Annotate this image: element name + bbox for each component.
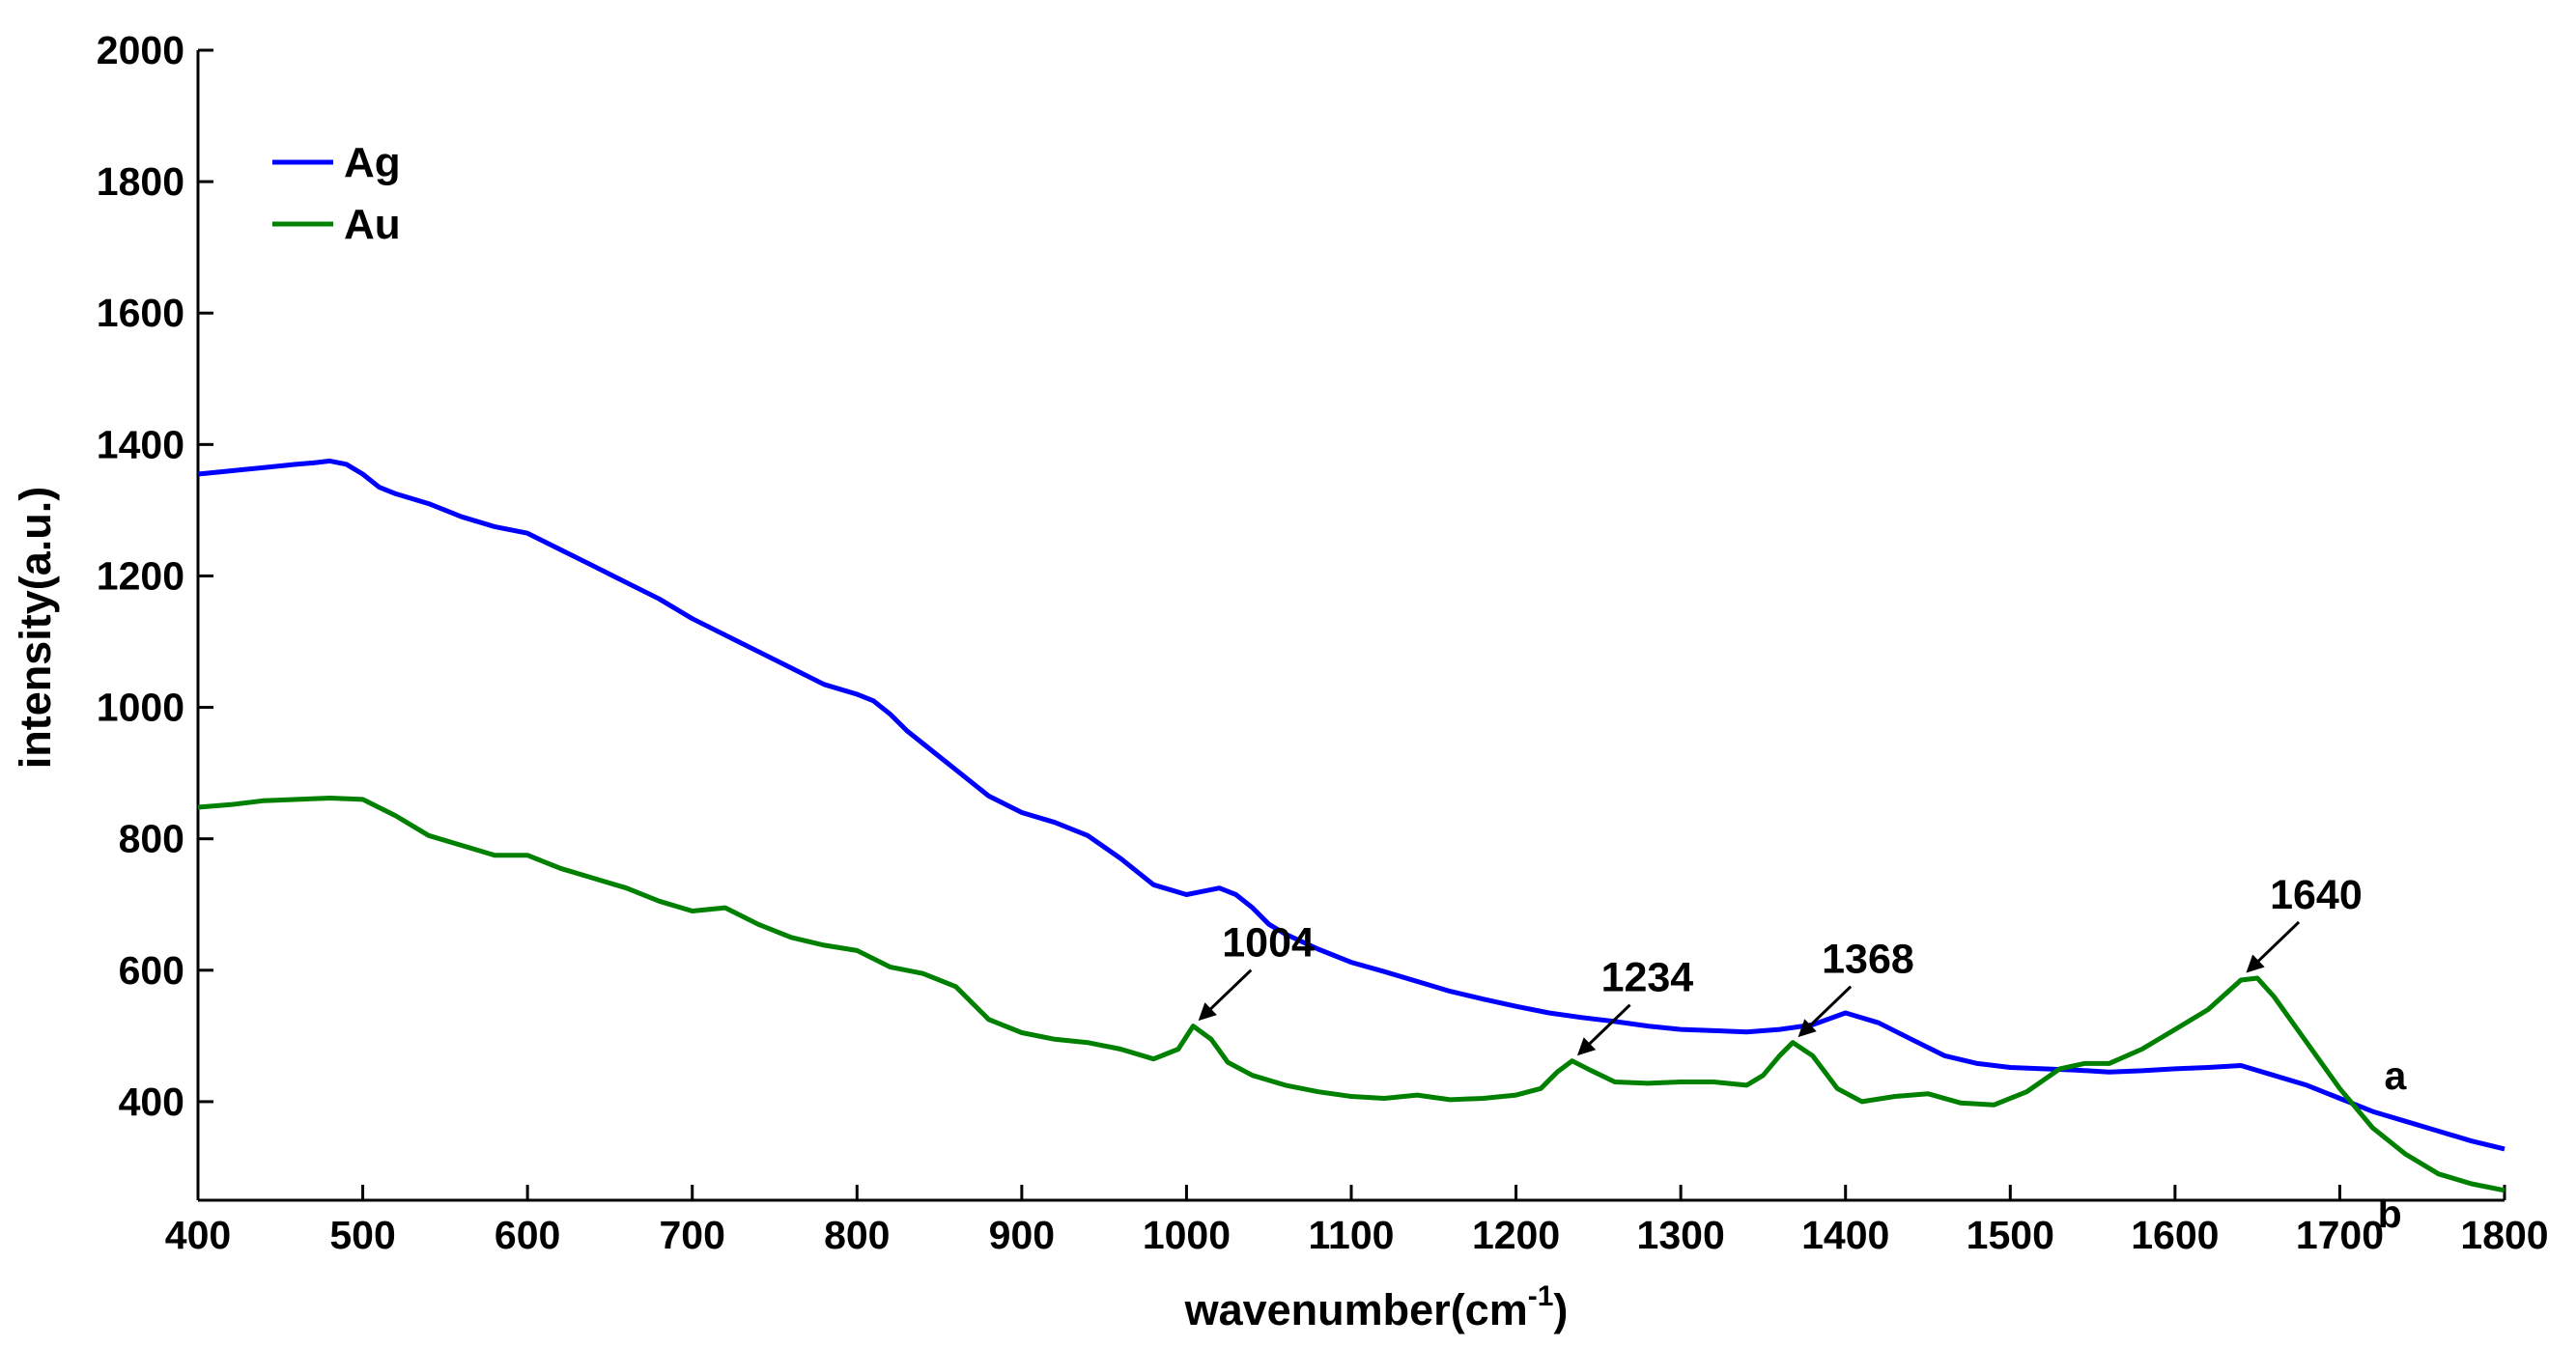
chart-annotations: 1004 1234 1368 1640 [1198, 872, 2363, 1056]
peak-label: 1004 [1222, 920, 1315, 967]
y-tick-label: 600 [119, 948, 184, 993]
x-axis-title-close: ) [1553, 1285, 1568, 1334]
legend-label-au: Au [344, 201, 401, 248]
y-axis-title: intensity(a.u.) [11, 487, 60, 770]
peak-label: 1640 [2270, 872, 2363, 918]
series-line-ag [197, 458, 2505, 1152]
x-tick-label: 1500 [1967, 1213, 2054, 1257]
chart-series: ab [197, 458, 2505, 1236]
chart-legend: Ag Au [272, 139, 401, 248]
x-axis-title-main: wavenumber(cm [1184, 1285, 1528, 1334]
y-tick-label: 1400 [97, 422, 184, 466]
peak-label: 1234 [1601, 955, 1694, 1001]
x-tick-label: 1700 [2296, 1213, 2384, 1257]
x-tick-label: 900 [989, 1213, 1055, 1257]
x-tick-label: 1100 [1309, 1213, 1395, 1257]
legend-label-ag: Ag [344, 139, 401, 186]
x-tick-label: 500 [329, 1213, 395, 1257]
x-tick-label: 800 [824, 1213, 890, 1257]
annotation-arrow [1198, 968, 1253, 1022]
x-tick-label: 1600 [2131, 1213, 2219, 1257]
annotation-arrow [1576, 1003, 1631, 1056]
y-tick-label: 1000 [97, 686, 184, 730]
chart-ticks: 400 500 600 700 800 900 1000 1100 1200 1300 1400 15… [97, 28, 2549, 1257]
y-tick-label: 1600 [97, 291, 184, 335]
x-tick-label: 400 [165, 1213, 231, 1257]
y-tick-label: 1200 [97, 553, 184, 598]
series-line-au [197, 796, 2505, 1193]
x-tick-label: 1400 [1801, 1213, 1889, 1257]
x-tick-label: 1800 [2460, 1213, 2548, 1257]
x-tick-label: 1200 [1472, 1213, 1560, 1257]
y-tick-label: 800 [119, 817, 184, 861]
x-tick-label: 600 [495, 1213, 560, 1257]
annotation-arrow [1798, 985, 1853, 1038]
chart-axes [196, 50, 2505, 1202]
x-axis-title-superscript: -1 [1528, 1280, 1554, 1312]
x-axis-title: wavenumber(cm-1) [1184, 1280, 1569, 1334]
annotation-arrow [2246, 920, 2301, 973]
y-tick-label: 1800 [97, 159, 184, 204]
x-tick-label: 1000 [1143, 1213, 1231, 1257]
curve-label-b: b [2378, 1192, 2402, 1236]
y-tick-label: 400 [119, 1080, 184, 1124]
x-tick-label: 1300 [1637, 1213, 1725, 1257]
y-tick-label: 2000 [97, 28, 184, 72]
x-tick-label: 700 [660, 1213, 725, 1257]
peak-label: 1368 [1822, 937, 1914, 983]
curve-label-a: a [2384, 1053, 2407, 1098]
